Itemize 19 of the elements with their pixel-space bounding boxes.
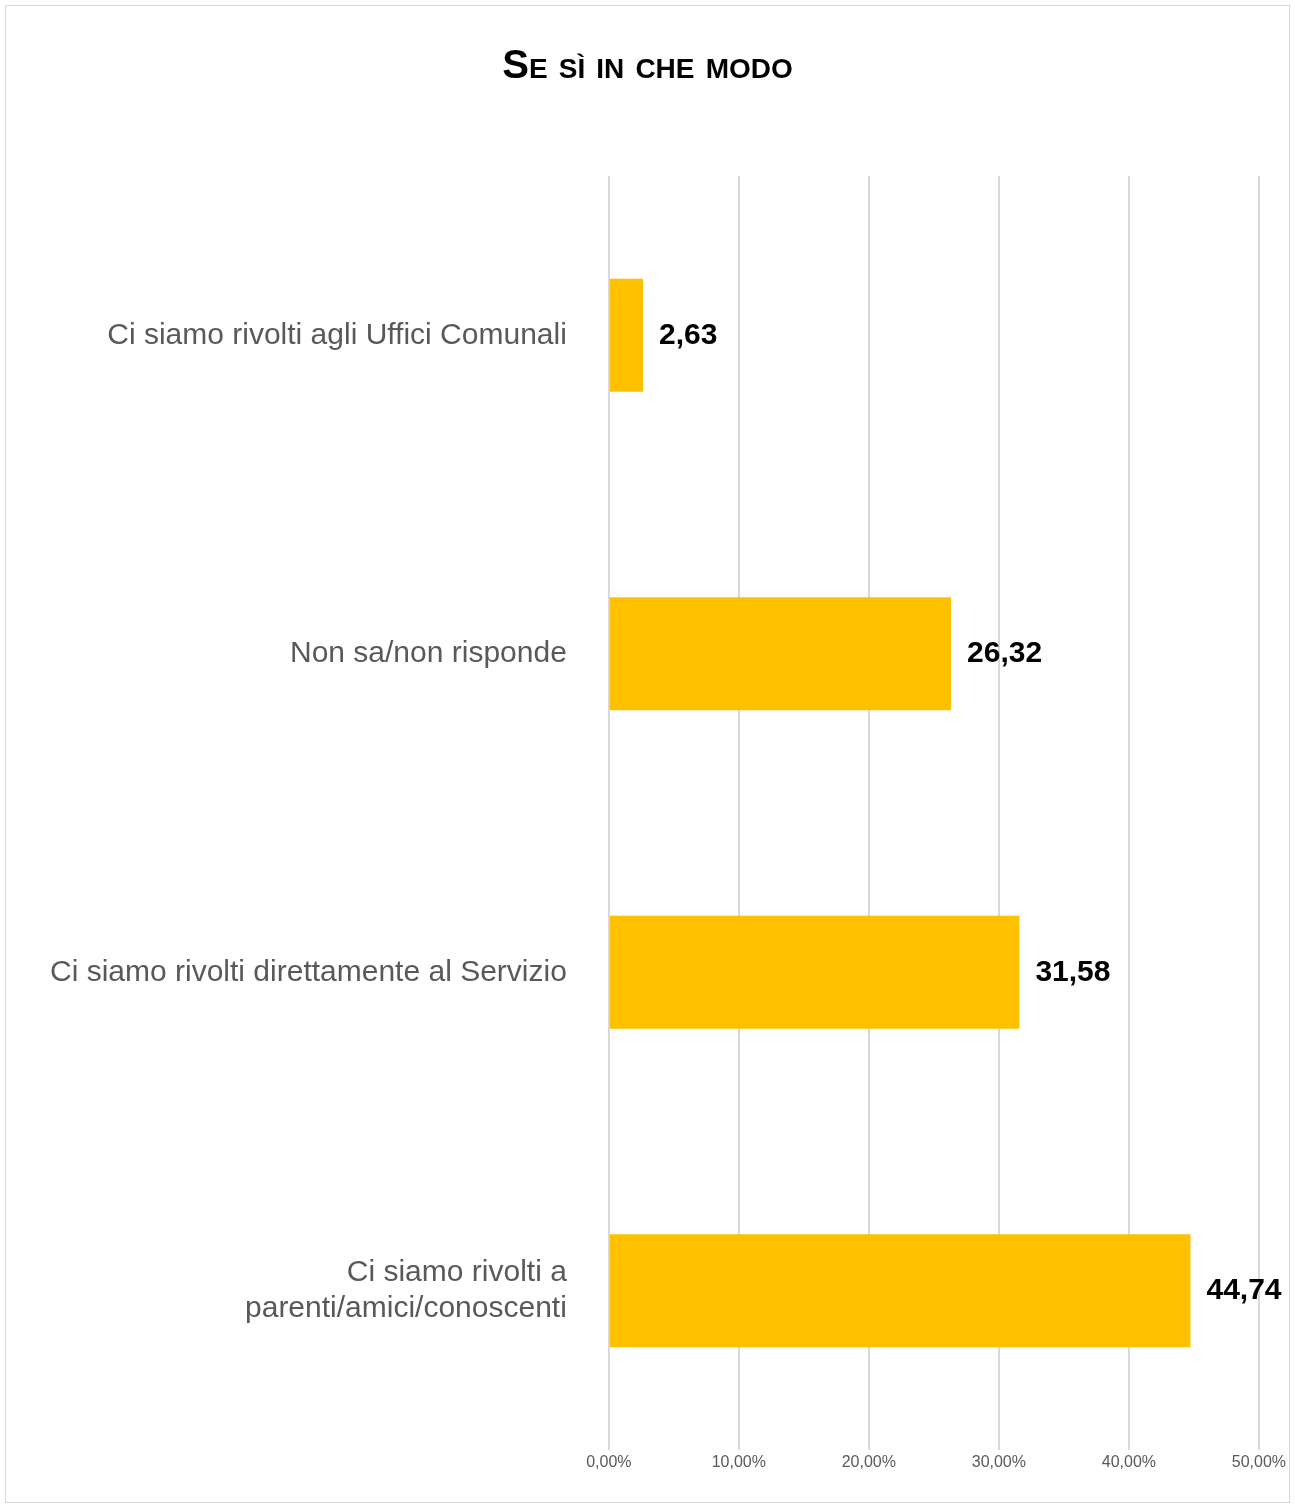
data-label: 44,74	[1206, 1272, 1282, 1306]
bar	[609, 1234, 1191, 1348]
y-tick-label: Ci siamo rivolti direttamente al Servizio	[50, 953, 567, 987]
bar	[609, 915, 1020, 1029]
x-tick-label: 10,00%	[711, 1453, 766, 1471]
x-tick-label: 20,00%	[841, 1453, 896, 1471]
data-label: 26,32	[967, 635, 1043, 669]
y-tick-label: Non sa/non risponde	[289, 635, 567, 669]
x-tick-label: 0,00%	[586, 1453, 632, 1471]
chart-title: Se sì in che modo	[501, 42, 794, 87]
bar	[609, 278, 644, 392]
x-tick-label: 50,00%	[1231, 1453, 1286, 1471]
y-tick-label: Ci siamo rivolti agli Uffici Comunali	[107, 316, 567, 350]
bar	[609, 597, 952, 711]
y-tick-label: Ci siamo rivolti a parenti/amici/conoscenti	[245, 1254, 568, 1324]
data-label: 2,63	[659, 316, 718, 350]
data-label: 31,58	[1035, 953, 1111, 987]
x-tick-label: 30,00%	[971, 1453, 1026, 1471]
x-tick-label: 40,00%	[1101, 1453, 1156, 1471]
